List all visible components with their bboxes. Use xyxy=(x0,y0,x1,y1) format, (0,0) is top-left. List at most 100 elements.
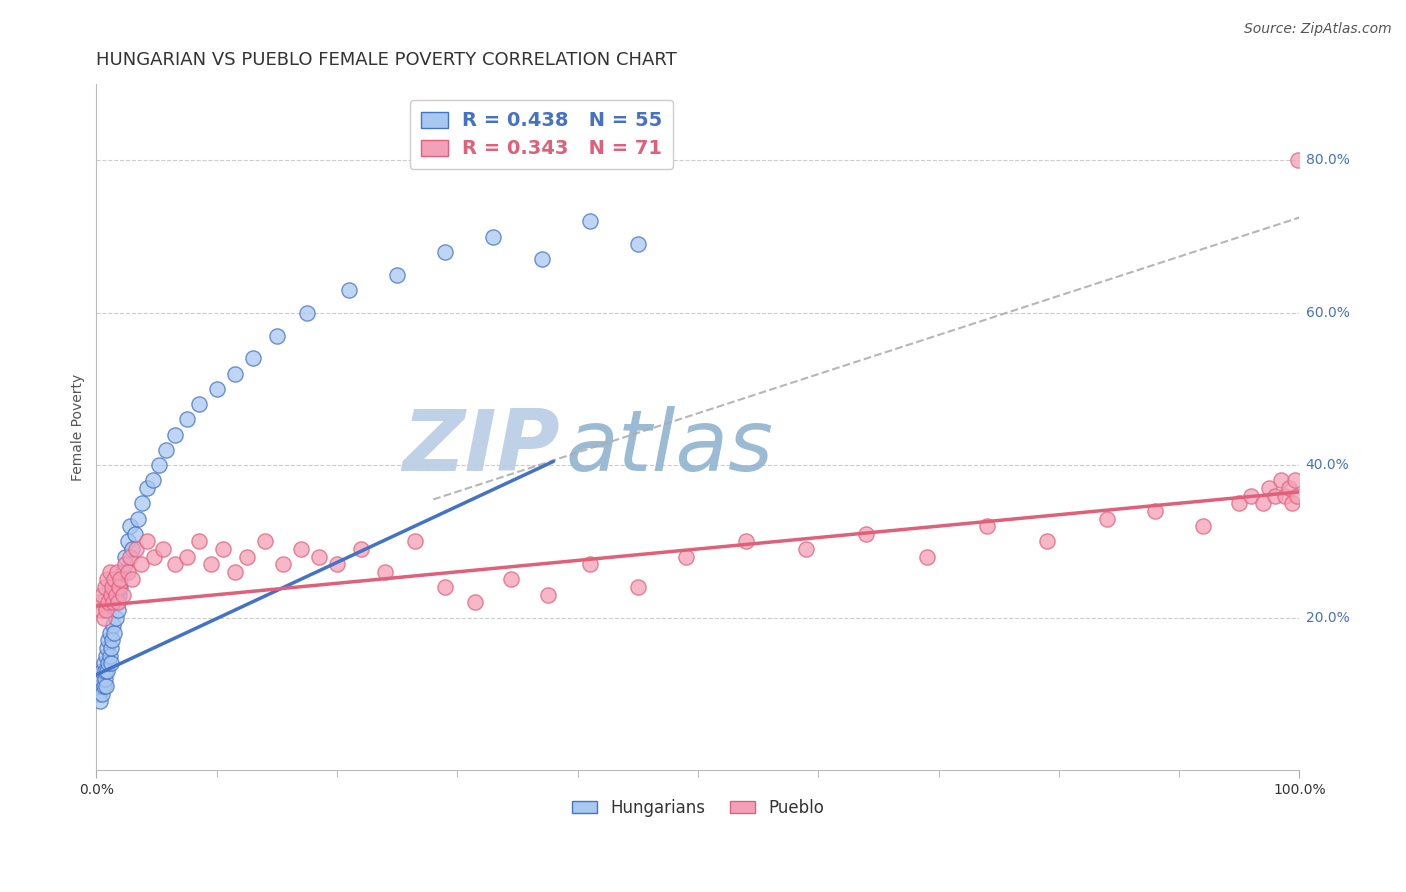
Point xyxy=(205,382,228,396)
Text: 80.0%: 80.0% xyxy=(1306,153,1350,168)
Point xyxy=(107,595,129,609)
Point xyxy=(125,541,148,556)
Point xyxy=(103,618,125,632)
Point xyxy=(176,549,198,564)
Point xyxy=(129,558,152,572)
Point xyxy=(101,633,124,648)
Point xyxy=(1270,474,1292,488)
Point xyxy=(266,328,288,343)
Point xyxy=(1192,519,1215,533)
Point xyxy=(200,558,222,572)
Point xyxy=(111,588,134,602)
Point xyxy=(97,595,120,609)
Point xyxy=(96,573,118,587)
Point xyxy=(89,595,111,609)
Point xyxy=(1253,496,1275,510)
Point xyxy=(290,541,312,556)
Point xyxy=(187,397,209,411)
Point xyxy=(100,657,122,671)
Point xyxy=(93,657,115,671)
Point xyxy=(121,573,143,587)
Point xyxy=(242,351,264,366)
Point xyxy=(1240,489,1263,503)
Point xyxy=(124,526,146,541)
Point xyxy=(103,595,125,609)
Point xyxy=(627,580,650,594)
Point xyxy=(94,679,117,693)
Point xyxy=(107,603,129,617)
Point xyxy=(163,558,186,572)
Point xyxy=(1286,153,1309,168)
Point xyxy=(163,427,186,442)
Point xyxy=(121,541,143,556)
Point xyxy=(155,442,177,457)
Point xyxy=(90,603,112,617)
Point xyxy=(1278,481,1301,495)
Text: 20.0%: 20.0% xyxy=(1306,611,1350,624)
Point xyxy=(104,610,127,624)
Text: atlas: atlas xyxy=(565,406,773,489)
Point xyxy=(94,648,117,663)
Point xyxy=(530,252,553,267)
Point xyxy=(326,558,349,572)
Point xyxy=(271,558,294,572)
Point xyxy=(350,541,373,556)
Point xyxy=(117,565,139,579)
Y-axis label: Female Poverty: Female Poverty xyxy=(72,374,86,481)
Point xyxy=(105,595,128,609)
Point xyxy=(434,580,457,594)
Point xyxy=(295,306,318,320)
Point xyxy=(224,367,246,381)
Point xyxy=(100,588,122,602)
Point xyxy=(90,672,112,686)
Point xyxy=(90,679,112,693)
Point xyxy=(118,519,141,533)
Point xyxy=(1286,489,1309,503)
Point xyxy=(1036,534,1059,549)
Point xyxy=(103,625,125,640)
Point xyxy=(91,687,114,701)
Point xyxy=(117,534,139,549)
Point xyxy=(110,580,132,594)
Point xyxy=(308,549,330,564)
Point xyxy=(96,641,118,656)
Point xyxy=(1144,504,1167,518)
Point xyxy=(915,549,938,564)
Point xyxy=(578,558,600,572)
Point xyxy=(91,664,114,678)
Point xyxy=(224,565,246,579)
Point xyxy=(148,458,170,472)
Point xyxy=(108,580,131,594)
Legend: Hungarians, Pueblo: Hungarians, Pueblo xyxy=(565,792,831,823)
Point xyxy=(187,534,209,549)
Point xyxy=(114,549,136,564)
Point xyxy=(152,541,174,556)
Point xyxy=(404,534,426,549)
Point xyxy=(536,588,558,602)
Point xyxy=(110,573,132,587)
Point xyxy=(93,610,115,624)
Text: ZIP: ZIP xyxy=(402,406,560,489)
Point xyxy=(98,565,121,579)
Point xyxy=(142,474,165,488)
Point xyxy=(96,664,118,678)
Point xyxy=(976,519,998,533)
Point xyxy=(111,565,134,579)
Point xyxy=(578,214,600,228)
Point xyxy=(1227,496,1250,510)
Point xyxy=(1284,474,1306,488)
Point xyxy=(1281,496,1303,510)
Point xyxy=(253,534,276,549)
Text: 60.0%: 60.0% xyxy=(1306,306,1350,319)
Point xyxy=(385,268,408,282)
Point xyxy=(135,481,157,495)
Point xyxy=(114,558,136,572)
Point xyxy=(1258,481,1281,495)
Text: HUNGARIAN VS PUEBLO FEMALE POVERTY CORRELATION CHART: HUNGARIAN VS PUEBLO FEMALE POVERTY CORRE… xyxy=(97,51,678,69)
Point xyxy=(97,657,120,671)
Point xyxy=(374,565,396,579)
Point xyxy=(337,283,360,297)
Point xyxy=(118,549,141,564)
Point xyxy=(235,549,257,564)
Point xyxy=(131,496,153,510)
